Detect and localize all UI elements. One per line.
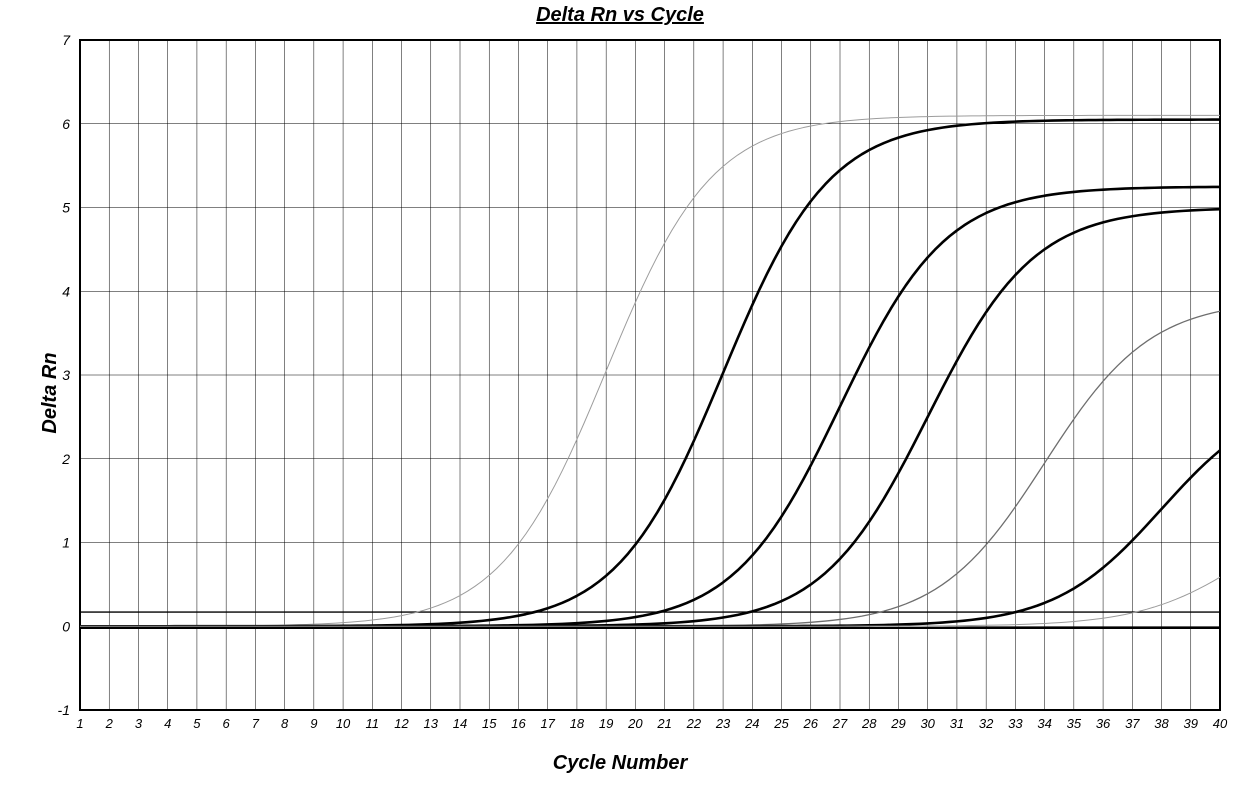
y-tick-label: 2 <box>61 451 70 467</box>
x-tick-label: 23 <box>715 716 731 731</box>
x-tick-label: 5 <box>193 716 201 731</box>
y-tick-label: 5 <box>62 200 70 216</box>
x-tick-label: 26 <box>803 716 819 731</box>
x-tick-label: 11 <box>366 716 380 731</box>
x-tick-label: 3 <box>135 716 143 731</box>
x-tick-label: 25 <box>773 716 789 731</box>
y-tick-label: 7 <box>62 32 71 48</box>
x-tick-label: 8 <box>281 716 289 731</box>
x-tick-label: 17 <box>540 716 555 731</box>
x-tick-label: 14 <box>453 716 467 731</box>
x-tick-label: 10 <box>336 716 351 731</box>
x-tick-label: 20 <box>627 716 643 731</box>
x-tick-label: 40 <box>1213 716 1228 731</box>
y-tick-label: 0 <box>62 618 70 634</box>
x-tick-label: 7 <box>252 716 260 731</box>
x-tick-label: 15 <box>482 716 497 731</box>
x-tick-label: 9 <box>310 716 317 731</box>
x-tick-label: 37 <box>1125 716 1140 731</box>
y-tick-label: 6 <box>62 116 70 132</box>
x-tick-label: 22 <box>686 716 702 731</box>
x-tick-label: 27 <box>832 716 848 731</box>
x-tick-label: 32 <box>979 716 994 731</box>
x-tick-label: 4 <box>164 716 171 731</box>
x-tick-label: 28 <box>861 716 877 731</box>
x-tick-label: 21 <box>656 716 671 731</box>
x-tick-label: 6 <box>223 716 231 731</box>
x-tick-label: 36 <box>1096 716 1111 731</box>
y-tick-label: -1 <box>58 702 70 718</box>
x-tick-label: 35 <box>1067 716 1082 731</box>
y-tick-label: 1 <box>62 535 70 551</box>
x-tick-label: 39 <box>1184 716 1198 731</box>
x-tick-label: 19 <box>599 716 613 731</box>
x-tick-label: 16 <box>511 716 526 731</box>
x-tick-label: 2 <box>105 716 114 731</box>
x-tick-label: 29 <box>890 716 905 731</box>
x-tick-label: 24 <box>744 716 759 731</box>
x-tick-label: 18 <box>570 716 585 731</box>
x-tick-label: 12 <box>394 716 409 731</box>
chart-svg: -101234567123456789101112131415161718192… <box>0 0 1240 785</box>
x-tick-label: 1 <box>76 716 83 731</box>
x-tick-label: 31 <box>950 716 964 731</box>
x-tick-label: 38 <box>1154 716 1169 731</box>
x-tick-label: 33 <box>1008 716 1023 731</box>
x-tick-label: 30 <box>920 716 935 731</box>
x-tick-label: 13 <box>424 716 439 731</box>
chart-container: Delta Rn vs Cycle Delta Rn Cycle Number … <box>0 0 1240 785</box>
y-tick-label: 4 <box>62 283 70 299</box>
y-tick-label: 3 <box>62 367 70 383</box>
x-tick-label: 34 <box>1037 716 1051 731</box>
